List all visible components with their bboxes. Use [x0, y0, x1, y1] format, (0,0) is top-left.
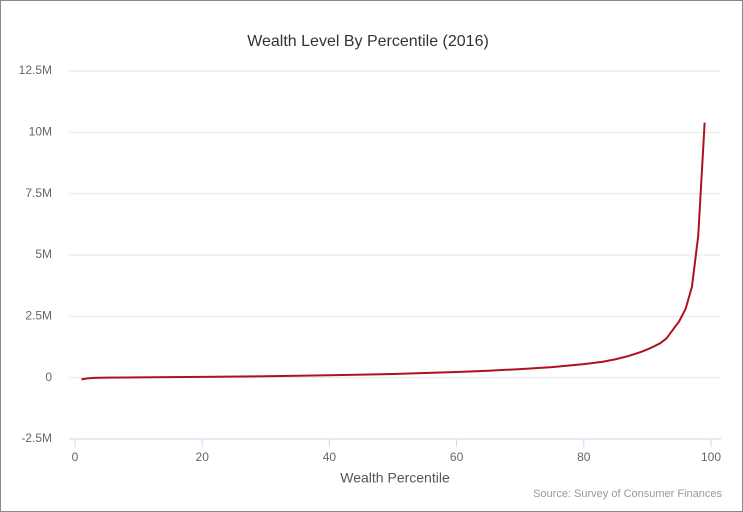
y-tick-label: 12.5M — [19, 63, 52, 77]
x-tick-label: 40 — [323, 450, 337, 464]
x-tick-label: 60 — [450, 450, 464, 464]
source: Source: Survey of Consumer Finances — [533, 488, 722, 500]
x-tick-label: 0 — [72, 450, 79, 464]
x-axis-label: Wealth Percentile — [340, 470, 450, 486]
x-tick-label: 100 — [701, 450, 721, 464]
chart-title: Wealth Level By Percentile (2016) — [247, 33, 489, 50]
x-tick-label: 20 — [196, 450, 210, 464]
y-tick-label: -2.5M — [21, 431, 52, 445]
y-tick-label: 7.5M — [25, 186, 52, 200]
y-tick-label: 5M — [35, 247, 52, 261]
y-tick-label: 2.5M — [25, 309, 52, 323]
y-tick-label: 10M — [29, 125, 52, 139]
line — [81, 122, 706, 381]
y-tick-label: 0 — [45, 370, 52, 384]
x-tick-label: 80 — [577, 450, 591, 464]
